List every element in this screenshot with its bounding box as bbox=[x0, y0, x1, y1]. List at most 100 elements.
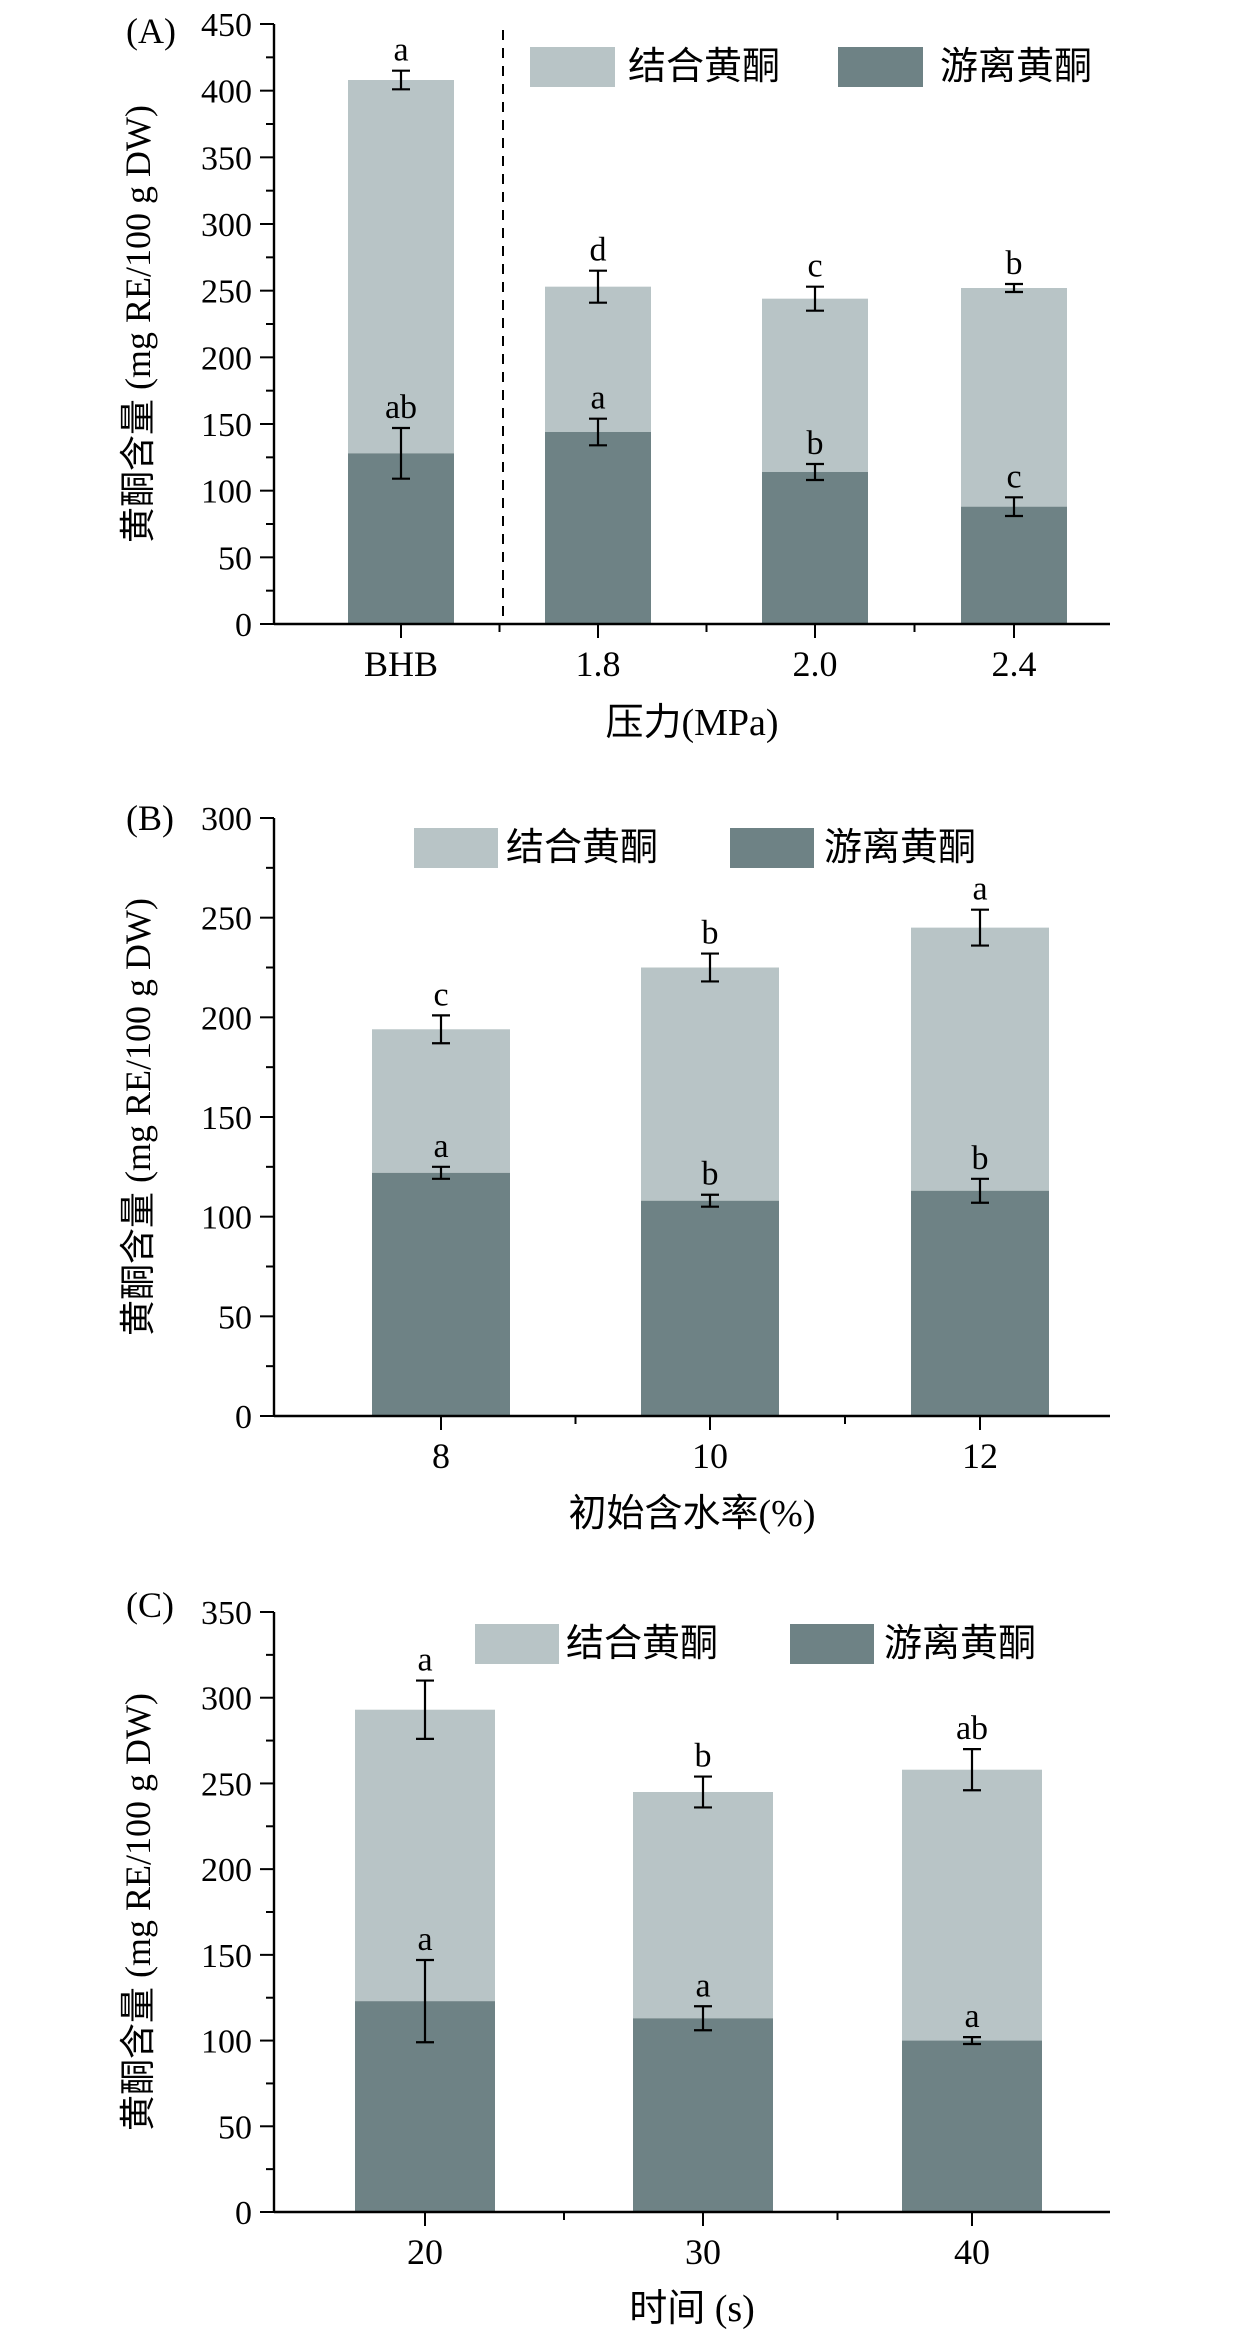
chart-panel-b: (B) a c 8 b b 10 b a 12 0 50 100 150 200 250 300 初始含水率(%)… bbox=[118, 798, 1110, 1535]
y-axis-label: 黄酮含量 (mg RE/100 g DW) bbox=[118, 1693, 158, 2131]
error-bar-total-2.0 bbox=[806, 285, 824, 312]
error-bar-total-30 bbox=[694, 1775, 712, 1809]
y-tick-label: 150 bbox=[201, 407, 252, 444]
error-bar-free-10 bbox=[701, 1193, 719, 1208]
error-bar-free-1.8 bbox=[589, 417, 607, 447]
error-bar-total-BHB bbox=[392, 69, 410, 91]
x-tick-label: 2.4 bbox=[992, 644, 1037, 684]
bar-bound-BHB bbox=[348, 80, 454, 454]
bar-free-12 bbox=[911, 1190, 1049, 1416]
y-tick-label: 350 bbox=[201, 140, 252, 177]
bar-free-2.0 bbox=[762, 472, 868, 624]
significance-letter-free-BHB: ab bbox=[385, 389, 417, 426]
y-tick-label: 200 bbox=[201, 340, 252, 377]
significance-letter-free-2.4: c bbox=[1006, 458, 1021, 495]
error-bar-total-40 bbox=[963, 1748, 981, 1792]
y-tick-label: 250 bbox=[201, 901, 252, 938]
legend-label-bound: 结合黄酮 bbox=[566, 1623, 718, 1665]
error-bar-free-BHB bbox=[392, 426, 410, 480]
significance-letter-total-30: b bbox=[695, 1738, 712, 1775]
significance-letter-total-BHB: a bbox=[393, 32, 408, 69]
significance-letter-free-12: b bbox=[972, 1140, 989, 1177]
y-tick-label: 300 bbox=[201, 801, 252, 838]
x-tick-label: 12 bbox=[962, 1436, 998, 1476]
significance-letter-free-8: a bbox=[433, 1128, 448, 1165]
error-bar-free-40 bbox=[963, 2036, 981, 2046]
significance-letter-total-12: a bbox=[972, 871, 987, 908]
y-axis-label: 黄酮含量 (mg RE/100 g DW) bbox=[118, 898, 158, 1336]
significance-letter-total-40: ab bbox=[956, 1710, 988, 1747]
y-tick-label: 150 bbox=[201, 1938, 252, 1975]
y-tick-label: 0 bbox=[235, 607, 252, 644]
y-tick-label: 100 bbox=[201, 474, 252, 511]
significance-letter-total-8: c bbox=[433, 976, 448, 1013]
error-bar-free-20 bbox=[416, 1958, 434, 2044]
bar-bound-8 bbox=[372, 1029, 510, 1173]
x-tick-label: 10 bbox=[692, 1436, 728, 1476]
x-tick-label: 8 bbox=[432, 1436, 450, 1476]
significance-letter-free-30: a bbox=[695, 1967, 710, 2004]
bar-free-8 bbox=[372, 1172, 510, 1416]
x-tick-label: 20 bbox=[407, 2232, 443, 2272]
bar-free-10 bbox=[641, 1200, 779, 1416]
error-bar-total-1.8 bbox=[589, 269, 607, 304]
y-tick-label: 300 bbox=[201, 1681, 252, 1718]
legend: 结合黄酮 游离黄酮 bbox=[475, 1623, 1036, 1665]
legend-swatch-free bbox=[790, 1624, 874, 1664]
y-axis-label: 黄酮含量 (mg RE/100 g DW) bbox=[118, 105, 158, 543]
legend-label-bound: 结合黄酮 bbox=[628, 46, 780, 88]
error-bar-free-8 bbox=[432, 1165, 450, 1180]
y-tick-label: 100 bbox=[201, 2024, 252, 2061]
error-bar-total-8 bbox=[432, 1014, 450, 1045]
error-bar-free-30 bbox=[694, 2005, 712, 2032]
y-tick-label: 50 bbox=[218, 1299, 252, 1336]
x-tick-label: 40 bbox=[954, 2232, 990, 2272]
error-bar-free-2.4 bbox=[1005, 496, 1023, 518]
y-tick-label: 150 bbox=[201, 1100, 252, 1137]
bar-free-40 bbox=[902, 2040, 1042, 2212]
legend-swatch-bound bbox=[414, 828, 498, 868]
y-tick-label: 200 bbox=[201, 1852, 252, 1889]
significance-letter-free-2.0: b bbox=[807, 425, 824, 462]
x-tick-label: 2.0 bbox=[793, 644, 838, 684]
x-tick-label: 30 bbox=[685, 2232, 721, 2272]
bar-free-BHB bbox=[348, 453, 454, 624]
y-tick-label: 200 bbox=[201, 1000, 252, 1037]
significance-letter-total-2.0: c bbox=[807, 248, 822, 285]
panel-label: (A) bbox=[126, 11, 176, 51]
legend-label-free: 游离黄酮 bbox=[940, 46, 1092, 88]
significance-letter-free-20: a bbox=[417, 1921, 432, 1958]
y-tick-label: 50 bbox=[218, 2109, 252, 2146]
bar-bound-10 bbox=[641, 967, 779, 1201]
y-tick-label: 250 bbox=[201, 1766, 252, 1803]
legend-label-free: 游离黄酮 bbox=[884, 1623, 1036, 1665]
error-bar-free-2.0 bbox=[806, 462, 824, 482]
chart-panel-a: (A) ab a BHB a d 1.8 b c 2.0 c b 2.4 0 50 100 150 200 250 3… bbox=[118, 7, 1110, 744]
y-tick-label: 0 bbox=[235, 1399, 252, 1436]
significance-letter-total-2.4: b bbox=[1006, 245, 1023, 282]
error-bar-total-12 bbox=[971, 908, 989, 947]
y-tick-label: 450 bbox=[201, 7, 252, 44]
y-tick-label: 100 bbox=[201, 1200, 252, 1237]
bar-bound-1.8 bbox=[545, 286, 651, 432]
error-bar-total-2.4 bbox=[1005, 282, 1023, 294]
panel-label: (C) bbox=[126, 1585, 174, 1625]
legend-label-free: 游离黄酮 bbox=[824, 827, 976, 869]
bar-free-1.8 bbox=[545, 432, 651, 624]
x-tick-label: BHB bbox=[364, 644, 438, 684]
bar-bound-20 bbox=[355, 1709, 495, 2002]
bar-bound-2.0 bbox=[762, 298, 868, 472]
x-tick-label: 1.8 bbox=[576, 644, 621, 684]
legend-label-bound: 结合黄酮 bbox=[506, 827, 658, 869]
chart-panel-c: (C)aa20ab30aab40050100150200250300350时间 … bbox=[118, 1585, 1110, 2330]
bar-free-30 bbox=[633, 2018, 773, 2212]
significance-letter-free-1.8: a bbox=[590, 380, 605, 417]
significance-letter-total-20: a bbox=[417, 1642, 432, 1679]
legend: 结合黄酮 游离黄酮 bbox=[414, 827, 976, 869]
bar-bound-2.4 bbox=[961, 288, 1067, 507]
y-tick-label: 0 bbox=[235, 2195, 252, 2232]
error-bar-free-12 bbox=[971, 1177, 989, 1204]
significance-letter-total-10: b bbox=[702, 915, 719, 952]
legend-swatch-bound bbox=[475, 1624, 559, 1664]
